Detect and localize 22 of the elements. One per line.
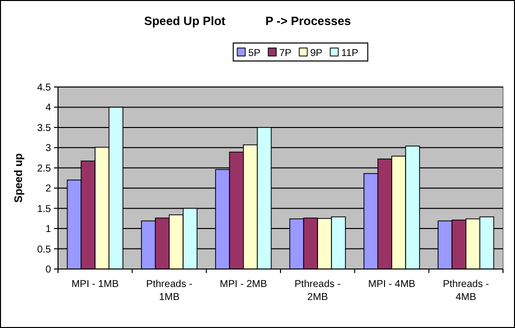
legend-label: 11P (341, 48, 359, 59)
x-tick-label: Pthreads - 4MB (442, 279, 489, 303)
y-tick-label: 3.5 (37, 122, 52, 134)
y-tick-label: 4.5 (37, 82, 52, 94)
x-tick-label: MPI - 2MB (220, 279, 268, 290)
y-tick-label: 3 (45, 143, 52, 154)
x-tick-label: MPI - 1MB (71, 279, 120, 290)
chart-title: Speed Up Plot P -> Processes (144, 14, 352, 28)
y-tick-label: 1.5 (37, 204, 52, 215)
y-tick-label: 4 (45, 102, 52, 114)
y-tick-label: 2 (45, 184, 52, 195)
legend-label: 7P (279, 48, 292, 59)
y-axis-title: Speed up (13, 152, 25, 203)
legend-label: 9P (310, 48, 323, 59)
y-tick-label: 0 (45, 264, 52, 276)
y-tick-label: 1 (45, 224, 52, 236)
x-tick-label: MPI - 4MB (368, 279, 416, 290)
y-tick-label: 2.5 (37, 163, 52, 174)
y-tick-label: 0.5 (37, 244, 52, 256)
x-tick-label: Pthreads - 1MB (146, 279, 192, 303)
legend-label: 5P (248, 48, 261, 59)
x-tick-label: Pthreads - 2MB (294, 279, 341, 303)
